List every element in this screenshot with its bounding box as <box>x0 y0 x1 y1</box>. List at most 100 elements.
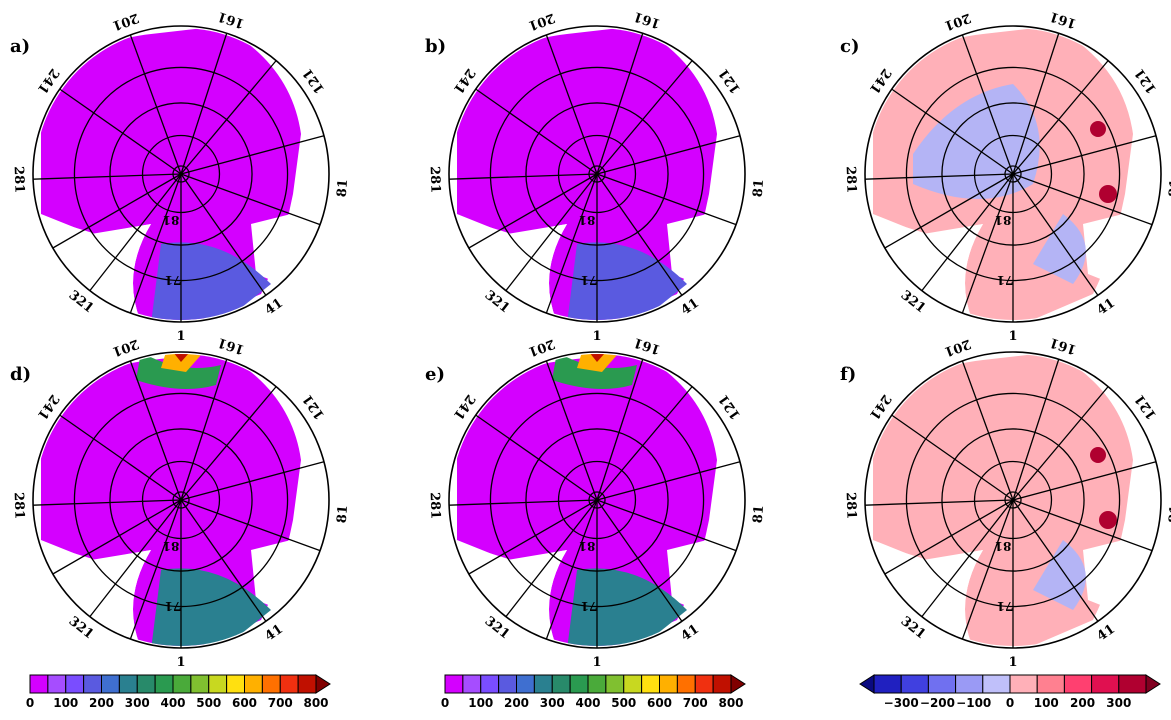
meridian-d-7 <box>59 414 182 501</box>
lon-label-c-1: 1 <box>1008 329 1017 344</box>
meridian-b-8 <box>449 173 598 180</box>
meridian-b-5 <box>596 33 644 175</box>
colorbar-diff-box-5 <box>1009 674 1038 694</box>
meridian-f-6 <box>961 360 1014 501</box>
meridian-a-4 <box>180 60 277 175</box>
diff-region2-f <box>1033 540 1086 610</box>
meridian-b-2 <box>596 173 737 226</box>
panel-label-b: b) <box>425 36 447 57</box>
land-mask2-b <box>667 214 707 284</box>
colorbar-total-left-box-11 <box>226 674 245 694</box>
lon-label-a-41: 41 <box>262 296 285 319</box>
colorbar-total-middle-box-0 <box>444 674 464 694</box>
meridian-e-3 <box>596 461 741 501</box>
bering-max-e <box>589 354 605 362</box>
lon-label-d-81: 81 <box>335 504 352 523</box>
meridian-a-1 <box>180 173 267 296</box>
lon-label-a-201: 201 <box>110 10 141 33</box>
panel-label-c: c) <box>840 36 860 57</box>
colorbar-total-left-box-7 <box>154 674 174 694</box>
colorbar-diff-tick-2: −100 <box>956 696 991 710</box>
meridian-c-10 <box>921 173 1014 292</box>
meridian-f-2 <box>1012 499 1153 552</box>
lon-label-e-161: 161 <box>632 334 662 357</box>
meridian-e-6 <box>545 360 598 501</box>
meridian-f-8 <box>865 499 1014 506</box>
lon-label-d-281: 281 <box>11 492 27 520</box>
meridian-f-3 <box>1012 461 1157 501</box>
ocean-field-b <box>457 28 717 320</box>
meridian-c-8 <box>865 173 1014 180</box>
colorbar-total-middle-tick-3: 300 <box>540 696 565 710</box>
meridian-c-3 <box>1012 135 1157 175</box>
lon-label-c-161: 161 <box>1048 8 1078 31</box>
lon-label-e-81: 81 <box>751 504 768 523</box>
colorbar-total-left-box-14 <box>279 674 299 694</box>
colorbar-diff-tick-1: −200 <box>920 696 955 710</box>
colorbar-total-middle-arrow-high <box>730 674 746 694</box>
meridian-b-1 <box>596 173 683 296</box>
ocean-field-e <box>457 354 717 646</box>
meridian-f-11 <box>961 499 1014 640</box>
colorbar-total-middle-box-14 <box>694 674 714 694</box>
meridian-c-5 <box>1012 33 1060 175</box>
meridian-c-9 <box>884 173 1014 249</box>
colorbar-total-middle-tick-4: 400 <box>575 696 600 710</box>
colorbar-total-middle-box-5 <box>533 674 553 694</box>
meridian-d-5 <box>180 359 228 501</box>
diff-hotspot-f <box>1090 447 1106 463</box>
colorbar-total-middle-box-9 <box>605 674 625 694</box>
lon-label-b-41: 41 <box>678 296 701 319</box>
colorbar-diff-box-4 <box>982 674 1011 694</box>
ocean-field-d <box>41 354 301 646</box>
lon-label-f-81: 81 <box>1167 504 1171 523</box>
diff-hotspot2-f <box>1099 511 1117 529</box>
colorbar-total-middle-tick-7: 700 <box>683 696 708 710</box>
lon-label-f-161: 161 <box>1048 334 1078 357</box>
colorbar-total-middle-tick-1: 100 <box>468 696 493 710</box>
meridian-e-2 <box>596 499 737 552</box>
colorbar-diff-box-6 <box>1036 674 1065 694</box>
lat-label-b-71: 71 <box>581 273 598 287</box>
panel-label-a: a) <box>10 36 31 57</box>
lat-label-c-81: 81 <box>995 213 1012 227</box>
colorbar-total-left-box-2 <box>65 674 85 694</box>
colorbar-total-left-tick-7: 700 <box>268 696 293 710</box>
colorbar-diff: −300 −200 −100 0 100 200 300 <box>859 674 1161 710</box>
colorbar-diff-tick-3: 0 <box>1006 696 1014 710</box>
colorbar-total-middle-tick-6: 600 <box>647 696 672 710</box>
colorbar-total-middle-tick-8: 800 <box>718 696 743 710</box>
meridian-b-3 <box>596 135 741 175</box>
colorbar-total-left-tick-0: 0 <box>26 696 34 710</box>
colorbar-total-left-box-6 <box>136 674 156 694</box>
meridian-b-4 <box>596 60 693 175</box>
lon-label-b-161: 161 <box>632 8 662 31</box>
lon-label-b-201: 201 <box>526 10 557 33</box>
meridian-e-10 <box>505 499 598 618</box>
lon-label-b-81: 81 <box>751 178 768 197</box>
colorbar-diff-box-0 <box>873 674 902 694</box>
lon-label-a-161: 161 <box>216 8 246 31</box>
colorbar-total-left-tick-5: 500 <box>196 696 221 710</box>
colorbar-diff-box-1 <box>900 674 929 694</box>
meridian-e-5 <box>596 359 644 501</box>
lon-label-c-281: 281 <box>843 166 859 194</box>
ocean-field-a <box>41 28 301 320</box>
colorbar-diff-arrow-high <box>1145 674 1161 694</box>
lon-label-a-81: 81 <box>335 178 352 197</box>
meridian-b-11 <box>545 173 598 314</box>
meridian-d-8 <box>33 499 182 506</box>
lat-label-d-71: 71 <box>165 599 182 613</box>
panel-label-f: f) <box>840 364 857 385</box>
lon-label-f-201: 201 <box>942 336 973 359</box>
colorbar-total-middle-box-15 <box>712 674 732 694</box>
meridian-a-8 <box>33 173 182 180</box>
meridian-a-11 <box>129 173 182 314</box>
panel-label-e: e) <box>425 364 445 385</box>
lon-label-a-281: 281 <box>11 166 27 194</box>
